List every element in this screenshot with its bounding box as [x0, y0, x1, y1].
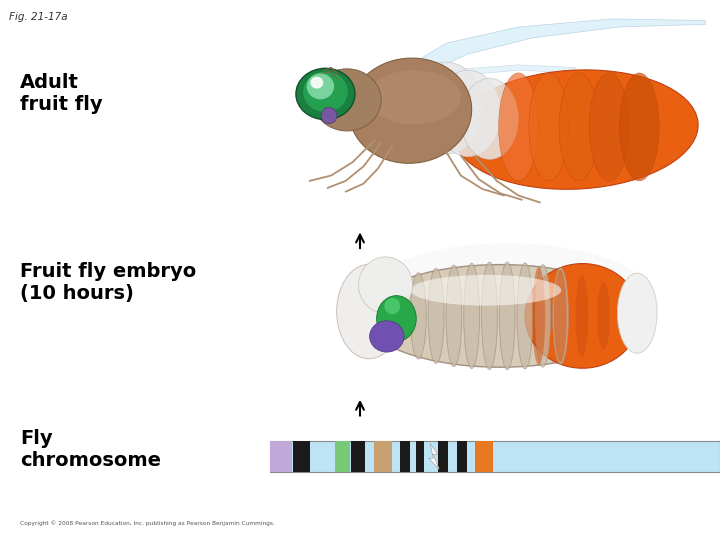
- Ellipse shape: [528, 73, 569, 181]
- Ellipse shape: [367, 70, 461, 124]
- Ellipse shape: [517, 263, 533, 369]
- Bar: [270, 441, 720, 472]
- Ellipse shape: [597, 282, 610, 349]
- Ellipse shape: [321, 107, 337, 124]
- Ellipse shape: [498, 73, 538, 181]
- Ellipse shape: [384, 298, 400, 314]
- Ellipse shape: [428, 268, 444, 363]
- Ellipse shape: [446, 265, 462, 367]
- Ellipse shape: [410, 275, 562, 306]
- Bar: [351, 441, 364, 472]
- Bar: [374, 441, 392, 472]
- Ellipse shape: [436, 70, 500, 157]
- Bar: [292, 441, 310, 472]
- Ellipse shape: [525, 264, 640, 368]
- Ellipse shape: [312, 69, 382, 131]
- Ellipse shape: [454, 70, 698, 190]
- Ellipse shape: [307, 73, 334, 99]
- Ellipse shape: [553, 267, 569, 365]
- Text: Fly
chromosome: Fly chromosome: [20, 429, 161, 470]
- Bar: [270, 441, 292, 472]
- Ellipse shape: [369, 321, 404, 352]
- Text: Fig. 21-17a: Fig. 21-17a: [9, 12, 68, 22]
- Ellipse shape: [464, 263, 480, 369]
- Ellipse shape: [410, 273, 426, 359]
- Polygon shape: [410, 19, 706, 76]
- Ellipse shape: [554, 270, 567, 362]
- Ellipse shape: [559, 73, 599, 181]
- Ellipse shape: [482, 262, 498, 369]
- Ellipse shape: [461, 78, 518, 159]
- Text: Adult
fruit fly: Adult fruit fly: [20, 73, 103, 114]
- Ellipse shape: [337, 265, 402, 359]
- Ellipse shape: [356, 243, 659, 367]
- Polygon shape: [429, 443, 439, 469]
- Ellipse shape: [535, 265, 551, 367]
- Bar: [400, 441, 410, 472]
- Ellipse shape: [532, 267, 545, 365]
- Ellipse shape: [303, 71, 348, 112]
- Polygon shape: [410, 65, 576, 92]
- Ellipse shape: [619, 73, 660, 181]
- Ellipse shape: [499, 262, 516, 370]
- Text: Fruit fly embryo
(10 hours): Fruit fly embryo (10 hours): [20, 262, 197, 303]
- Bar: [335, 441, 350, 472]
- Ellipse shape: [364, 265, 637, 367]
- Ellipse shape: [359, 257, 413, 313]
- Ellipse shape: [377, 296, 416, 342]
- Bar: [475, 441, 493, 472]
- Text: Copyright © 2008 Pearson Education, Inc. publishing as Pearson Benjamin Cummings: Copyright © 2008 Pearson Education, Inc.…: [20, 521, 275, 526]
- Bar: [416, 441, 424, 472]
- Ellipse shape: [590, 73, 629, 181]
- Ellipse shape: [410, 62, 482, 154]
- Bar: [438, 441, 448, 472]
- Ellipse shape: [349, 58, 472, 163]
- Bar: [457, 441, 467, 472]
- Ellipse shape: [618, 273, 657, 353]
- Ellipse shape: [296, 68, 355, 120]
- Ellipse shape: [310, 77, 323, 89]
- Ellipse shape: [575, 275, 588, 357]
